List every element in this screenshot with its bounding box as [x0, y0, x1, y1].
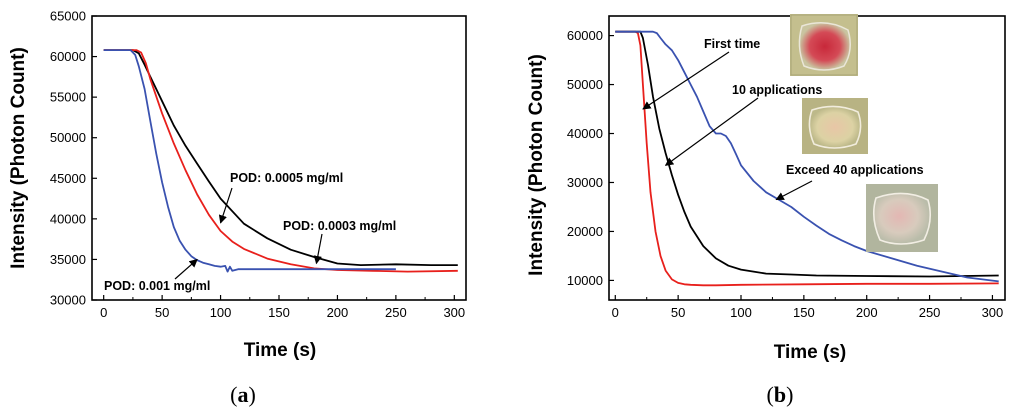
- y-axis-title-b: Intensity (Photon Count): [526, 54, 547, 276]
- x-tick-label-b: 150: [793, 305, 815, 320]
- series-line-a-2: [103, 49, 396, 273]
- y-tick-label-b: 20000: [567, 224, 603, 239]
- y-tick-label-b: 60000: [567, 28, 603, 43]
- series-line-b-0: [615, 30, 999, 287]
- series-line-b-2: [615, 30, 999, 283]
- y-tick-label-a: 30000: [50, 293, 86, 308]
- annotation-label-a-2: POD: 0.001 mg/ml: [104, 279, 210, 293]
- y-tick-label-b: 30000: [567, 175, 603, 190]
- y-tick-label-a: 40000: [50, 211, 86, 226]
- x-tick-label-b: 250: [919, 305, 941, 320]
- series-line-b-1: [615, 30, 999, 278]
- y-tick-label-a: 65000: [50, 9, 86, 24]
- plot-frame-a: [91, 15, 467, 301]
- x-tick-label-b: 50: [671, 305, 685, 320]
- x-tick-label-a: 200: [327, 305, 349, 320]
- annotation-label-a-0: POD: 0.0005 mg/ml: [230, 171, 343, 185]
- annotation-label-b-1: 10 applications: [732, 83, 822, 97]
- series-line-a-0: [103, 49, 458, 267]
- x-tick-label-b: 100: [730, 305, 752, 320]
- y-tick-label-b: 40000: [567, 126, 603, 141]
- x-tick-label-b: 300: [982, 305, 1004, 320]
- chart-panel-a: 0 50 100 150 200 250 300 30000 35000 40000 45000 50…: [8, 9, 467, 407]
- annotation-label-b-0: First time: [704, 37, 760, 51]
- panel-label-b: (b): [767, 382, 794, 407]
- y-tick-label-a: 60000: [50, 49, 86, 64]
- x-tick-label-a: 150: [268, 305, 290, 320]
- annotation-arrow-a-0: [218, 187, 233, 224]
- x-axis-title-b: Time (s): [774, 342, 847, 363]
- annotation-arrow-a-2: [174, 258, 198, 280]
- chart-panel-b: 0 50 100 150 200 250 300 10000 20000 30000 40000 50…: [526, 14, 1006, 407]
- y-tick-label-b: 50000: [567, 77, 603, 92]
- x-tick-label-a: 100: [210, 305, 232, 320]
- annotation-label-a-1: POD: 0.0003 mg/ml: [283, 219, 396, 233]
- panel-label-a: (a): [230, 382, 256, 407]
- x-tick-label-a: 250: [385, 305, 407, 320]
- y-tick-label-a: 55000: [50, 90, 86, 105]
- photo-40-applications: [866, 184, 938, 252]
- x-tick-label-a: 300: [443, 305, 465, 320]
- annotation-label-b-2: Exceed 40 applications: [786, 163, 924, 177]
- annotation-arrow-b-1: [664, 97, 759, 166]
- y-tick-label-a: 35000: [50, 252, 86, 267]
- photo-first-time: [790, 14, 858, 76]
- x-tick-label-b: 0: [612, 305, 619, 320]
- x-axis-title-a: Time (s): [244, 340, 317, 361]
- y-axis-title-a: Intensity (Photon Count): [8, 47, 29, 269]
- y-tick-label-a: 50000: [50, 130, 86, 145]
- x-tick-label-a: 50: [155, 305, 169, 320]
- x-tick-label-a: 0: [100, 305, 107, 320]
- y-tick-label-a: 45000: [50, 171, 86, 186]
- annotation-arrow-b-2: [775, 180, 813, 201]
- y-tick-label-b: 10000: [567, 273, 603, 288]
- x-tick-label-b: 200: [856, 305, 878, 320]
- annotation-arrow-a-1: [313, 233, 323, 265]
- photo-10-applications: [802, 98, 868, 154]
- annotation-arrow-b-0: [642, 51, 730, 110]
